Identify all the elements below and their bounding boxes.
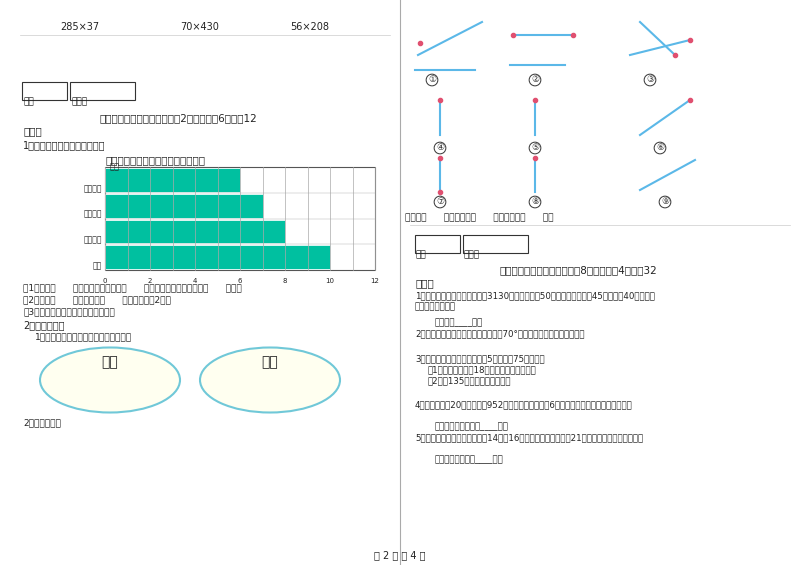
- Text: 得分: 得分: [23, 97, 34, 106]
- Text: （1）参加（      ）小组的人数最多，（      ）小组的人数最少，相差（      ）人。: （1）参加（ ）小组的人数最多，（ ）小组的人数最少，相差（ ）人。: [23, 283, 242, 292]
- Text: （2）做135套服装需要多少天？: （2）做135套服装需要多少天？: [428, 376, 511, 385]
- Text: 1、果店运来一批苹果和梨共重3130千克，苹果每50千克装一筐，共装45筐，梨每40千克装一: 1、果店运来一批苹果和梨共重3130千克，苹果每50千克装一筐，共装45筐，梨每…: [415, 291, 655, 300]
- Text: ②: ②: [531, 76, 539, 85]
- Text: 0: 0: [102, 278, 107, 284]
- Text: 五、认真思考，综合能力（共2小题，每题6分，共12: 五、认真思考，综合能力（共2小题，每题6分，共12: [100, 113, 258, 123]
- Text: 5、第一根绳和第二根绳分别长14米，16米，第三、四根绳都是21米，平均每根绳长多少米？: 5、第一根绳和第二根绳分别长14米，16米，第三、四根绳都是21米，平均每根绳长…: [415, 433, 643, 442]
- Text: 10: 10: [326, 278, 334, 284]
- Text: ⑤: ⑤: [531, 144, 539, 153]
- Ellipse shape: [200, 347, 340, 412]
- Text: ④: ④: [436, 144, 444, 153]
- Text: 4: 4: [193, 278, 197, 284]
- Text: 锐角: 锐角: [102, 355, 118, 369]
- Text: 第 2 页 共 4 页: 第 2 页 共 4 页: [374, 550, 426, 560]
- Bar: [105, 245, 330, 269]
- Text: 答：平均每根绳长____米。: 答：平均每根绳长____米。: [435, 455, 504, 464]
- Bar: [105, 194, 262, 218]
- Text: 2: 2: [148, 278, 152, 284]
- Text: 6: 6: [238, 278, 242, 284]
- Text: 趣味数学: 趣味数学: [83, 184, 102, 193]
- Bar: [105, 168, 240, 192]
- Text: 四年级同学参加兴趣小组情况统计图: 四年级同学参加兴趣小组情况统计图: [105, 155, 205, 165]
- Text: 得分: 得分: [416, 250, 426, 259]
- Bar: [70, 82, 135, 100]
- Bar: [105, 219, 285, 244]
- Text: 评卷人: 评卷人: [71, 97, 87, 106]
- Text: 分）。: 分）。: [415, 278, 434, 288]
- Text: ⑧: ⑧: [531, 198, 539, 206]
- Text: 六、应用知识，解决问题（共8小题，每题4分，共32: 六、应用知识，解决问题（共8小题，每题4分，共32: [500, 265, 658, 275]
- Text: 1、观察统计图，再完成问题。: 1、观察统计图，再完成问题。: [23, 140, 106, 150]
- Text: 答：梨装____筐。: 答：梨装____筐。: [435, 318, 483, 327]
- Text: 3、丫丫的妈妈是一位裁缝，她5天就能做75套服装。: 3、丫丫的妈妈是一位裁缝，她5天就能做75套服装。: [415, 354, 545, 363]
- Bar: [22, 82, 67, 100]
- Text: ③: ③: [646, 76, 654, 85]
- Text: （2）参加（      ）小组的是（      ）小组人数的2倍。: （2）参加（ ）小组的是（ ）小组人数的2倍。: [23, 295, 171, 304]
- Text: 体技小组: 体技小组: [83, 236, 102, 245]
- Text: ⑥: ⑥: [656, 144, 664, 153]
- Text: 直线有（      ），射线有（      ），线段有（      ）。: 直线有（ ），射线有（ ），线段有（ ）。: [405, 213, 554, 222]
- Ellipse shape: [40, 347, 180, 412]
- Text: 答：实际平均每天修____米。: 答：实际平均每天修____米。: [435, 422, 509, 431]
- Text: 8: 8: [282, 278, 287, 284]
- Bar: [415, 235, 460, 253]
- Text: 70×430: 70×430: [180, 22, 219, 32]
- Text: ⑨: ⑨: [661, 198, 669, 206]
- Text: 足球: 足球: [93, 261, 102, 270]
- Text: 2、已知一个等腰三角形的一个顶角是70°，它的每一个底角是多少度？: 2、已知一个等腰三角形的一个顶角是70°，它的每一个底角是多少度？: [415, 329, 585, 338]
- Text: 56×208: 56×208: [290, 22, 329, 32]
- Bar: [105, 167, 375, 270]
- Bar: [463, 235, 528, 253]
- Text: 285×37: 285×37: [60, 22, 99, 32]
- Text: 人数: 人数: [110, 162, 120, 171]
- Text: 12: 12: [370, 278, 379, 284]
- Text: 钝角: 钝角: [262, 355, 278, 369]
- Text: 1、把下面的各角度数填入相应的圈里。: 1、把下面的各角度数填入相应的圈里。: [35, 332, 132, 341]
- Text: 2、看图填空。: 2、看图填空。: [23, 418, 61, 427]
- Text: （1）照这样计算，18天可以做多少套服装？: （1）照这样计算，18天可以做多少套服装？: [428, 365, 537, 374]
- Text: （3）一共调查了四年级多少名同学？: （3）一共调查了四年级多少名同学？: [23, 307, 114, 316]
- Text: 美术小组: 美术小组: [83, 210, 102, 219]
- Text: ⑦: ⑦: [436, 198, 444, 206]
- Text: 2、综合训练。: 2、综合训练。: [23, 320, 65, 330]
- Text: 4、修路队计划20天修一条长952米的公路，实际提前6天完工，实际平均每天修多少米？: 4、修路队计划20天修一条长952米的公路，实际提前6天完工，实际平均每天修多少…: [415, 400, 633, 409]
- Text: 筐，梨装多少筐？: 筐，梨装多少筐？: [415, 302, 456, 311]
- Text: 分）。: 分）。: [23, 126, 42, 136]
- Text: ①: ①: [428, 76, 436, 85]
- Text: 评卷人: 评卷人: [464, 250, 480, 259]
